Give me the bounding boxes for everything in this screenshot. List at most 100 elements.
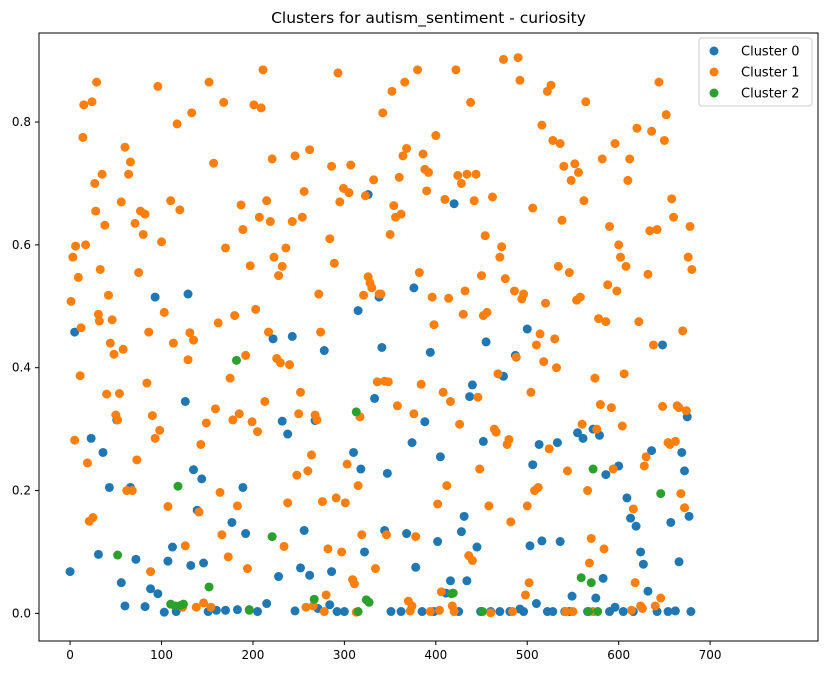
data-point	[262, 196, 272, 206]
data-point	[82, 458, 92, 468]
y-tick-label: 0.4	[12, 361, 31, 375]
data-point	[109, 349, 119, 359]
data-point	[228, 415, 238, 425]
data-point	[482, 307, 492, 317]
data-point	[488, 192, 497, 202]
x-axis: 0 100 200 300 400 500 600 700	[66, 641, 722, 662]
x-tick-label: 200	[241, 648, 264, 662]
data-point	[506, 517, 516, 527]
data-point	[332, 607, 342, 617]
data-point	[335, 197, 345, 207]
data-point	[138, 229, 148, 239]
data-point	[504, 435, 514, 445]
data-point	[187, 108, 197, 118]
data-point	[402, 143, 412, 153]
data-point	[396, 607, 406, 617]
data-point	[683, 252, 693, 262]
data-point	[595, 400, 605, 410]
legend-marker	[709, 67, 719, 77]
data-point	[97, 169, 107, 179]
data-point	[317, 497, 327, 507]
data-point	[576, 573, 586, 583]
data-point	[663, 607, 673, 617]
data-point	[223, 552, 233, 562]
data-point	[575, 292, 585, 302]
data-point	[242, 564, 252, 574]
data-point	[581, 97, 591, 107]
data-point	[186, 560, 196, 570]
data-point	[631, 521, 641, 531]
data-point	[478, 436, 488, 446]
data-point	[86, 433, 96, 443]
data-point	[455, 419, 465, 429]
data-point	[118, 344, 128, 354]
data-point	[618, 607, 628, 617]
data-point	[550, 334, 560, 344]
data-point	[537, 536, 547, 546]
data-point	[382, 468, 392, 478]
data-point	[305, 145, 315, 155]
data-point	[684, 511, 694, 521]
data-point	[296, 563, 305, 573]
data-point	[623, 175, 633, 185]
data-point	[267, 154, 277, 164]
data-point	[650, 601, 660, 611]
data-point	[636, 547, 646, 557]
data-point	[498, 54, 508, 64]
data-point	[376, 289, 386, 299]
data-point	[462, 576, 472, 586]
data-point	[647, 126, 657, 136]
data-point	[377, 342, 387, 352]
data-point	[598, 573, 608, 583]
data-point	[656, 593, 666, 603]
data-point	[526, 387, 536, 397]
chart-title: Clusters for autism_sentiment - curiosit…	[271, 9, 586, 28]
data-point	[221, 243, 231, 253]
data-point	[339, 607, 349, 617]
data-point	[605, 221, 615, 231]
data-point	[279, 541, 289, 551]
y-axis: 0.0 0.2 0.4 0.6 0.8	[12, 115, 39, 620]
data-point	[65, 567, 75, 577]
data-point	[561, 607, 571, 617]
data-point	[238, 482, 248, 492]
data-point	[191, 602, 201, 612]
data-point	[685, 221, 695, 231]
data-point	[308, 601, 318, 611]
data-point	[617, 421, 627, 431]
data-point	[425, 347, 435, 357]
data-point	[411, 562, 421, 572]
data-point	[548, 607, 558, 617]
data-point	[180, 541, 190, 551]
data-point	[356, 464, 366, 474]
plot-area: 0 100 200 300 400 500 600 700 0.0 0.2 0.4 0.6 0.8	[12, 32, 819, 662]
data-point	[592, 424, 602, 434]
data-point	[495, 607, 505, 617]
data-point	[258, 65, 268, 75]
data-point	[497, 242, 507, 252]
data-point	[495, 252, 505, 262]
x-tick-label: 600	[607, 648, 630, 662]
data-point	[593, 607, 603, 617]
data-point	[562, 466, 572, 476]
data-point	[131, 554, 141, 564]
data-point	[477, 607, 487, 617]
data-point	[159, 607, 169, 617]
data-point	[383, 377, 393, 387]
data-point	[201, 418, 211, 428]
data-point	[643, 269, 653, 279]
data-point	[232, 501, 242, 511]
data-point	[414, 268, 424, 278]
data-point	[567, 591, 577, 601]
data-point	[183, 289, 193, 299]
data-point	[493, 369, 503, 379]
data-point	[153, 589, 163, 599]
data-point	[70, 327, 80, 337]
data-point	[559, 161, 569, 171]
data-point	[666, 517, 676, 527]
data-point	[467, 380, 477, 390]
data-point	[420, 417, 430, 427]
data-point	[247, 417, 257, 427]
data-point	[524, 578, 534, 588]
data-point	[444, 293, 454, 303]
